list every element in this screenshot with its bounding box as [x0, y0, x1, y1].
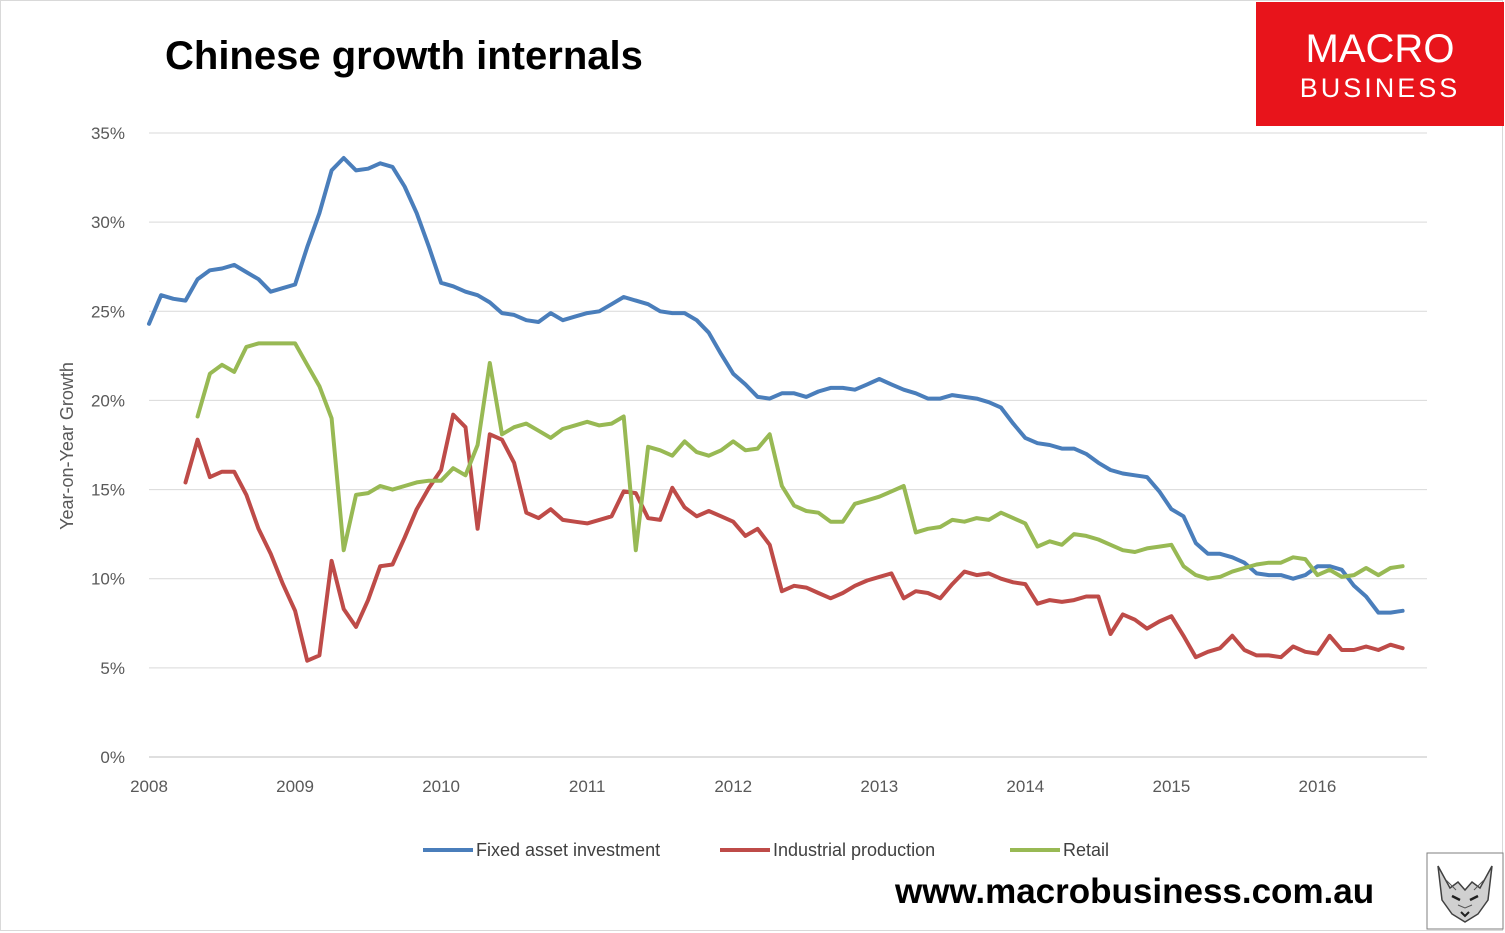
logo-background: [1256, 2, 1504, 126]
x-tick-label: 2010: [422, 777, 460, 796]
macro-business-logo: MACRO BUSINESS: [1256, 2, 1504, 126]
logo-word-macro: MACRO: [1306, 27, 1455, 71]
x-axis-tick-labels: 2008 2009 2010 2011 2012 2013 2014 2015 2016: [130, 777, 1336, 796]
website-url: www.macrobusiness.com.au: [894, 872, 1374, 911]
legend: Fixed asset investment Industrial product…: [423, 840, 1109, 860]
x-tick-label: 2013: [860, 777, 898, 796]
legend-label: Fixed asset investment: [476, 840, 660, 860]
x-tick-label: 2015: [1152, 777, 1190, 796]
y-tick-label: 5%: [100, 659, 125, 678]
legend-label: Industrial production: [773, 840, 935, 860]
x-tick-label: 2014: [1006, 777, 1044, 796]
y-tick-label: 25%: [91, 302, 125, 321]
chart-title: Chinese growth internals: [165, 34, 643, 78]
series-line-industrial-production: [183, 412, 1405, 663]
legend-item-retail: Retail: [1010, 840, 1109, 860]
y-axis-title: Year-on-Year Growth: [57, 362, 77, 530]
y-tick-label: 35%: [91, 124, 125, 143]
legend-label: Retail: [1063, 840, 1109, 860]
y-tick-label: 30%: [91, 213, 125, 232]
legend-item-fixed-asset-investment: Fixed asset investment: [423, 840, 660, 860]
y-axis-tick-labels: 0% 5% 10% 15% 20% 25% 30% 35%: [91, 124, 125, 767]
wolf-icon: [1426, 852, 1504, 930]
x-tick-label: 2008: [130, 777, 168, 796]
series-line-retail: [195, 341, 1405, 581]
x-tick-label: 2012: [714, 777, 752, 796]
series-line-fixed-asset-investment: [147, 156, 1405, 615]
gridlines: [149, 132, 1427, 758]
legend-item-industrial-production: Industrial production: [720, 840, 935, 860]
y-tick-label: 10%: [91, 570, 125, 589]
y-tick-label: 15%: [91, 481, 125, 500]
x-tick-label: 2011: [569, 777, 606, 796]
x-tick-label: 2009: [276, 777, 314, 796]
x-tick-label: 2016: [1299, 777, 1337, 796]
y-tick-label: 20%: [91, 391, 125, 410]
series-lines: [147, 156, 1405, 663]
y-tick-label: 0%: [100, 748, 125, 767]
logo-word-business: BUSINESS: [1300, 73, 1461, 103]
